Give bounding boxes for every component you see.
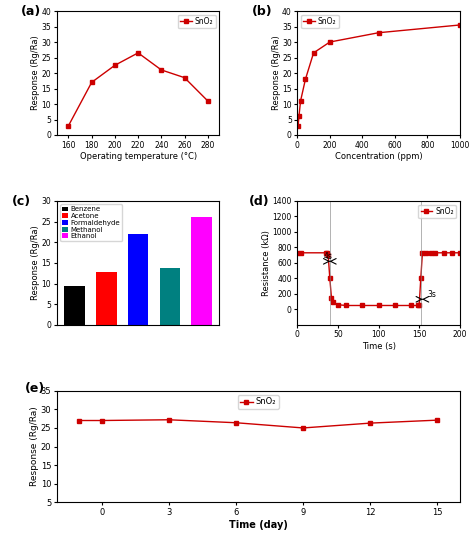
Text: (c): (c) (11, 195, 30, 208)
SnO₂ (299, 250, 304, 256)
Legend: SnO₂: SnO₂ (301, 15, 339, 29)
Legend: SnO₂: SnO₂ (178, 15, 216, 29)
SnO₂ (298, 98, 303, 104)
SnO₂ (296, 113, 302, 120)
SnO₂ (359, 302, 365, 309)
Text: (d): (d) (248, 195, 269, 208)
Line: SnO₂: SnO₂ (77, 418, 439, 430)
Bar (96, 272, 117, 325)
SnO₂ (99, 417, 104, 424)
Text: (e): (e) (25, 382, 45, 395)
Line: SnO₂: SnO₂ (296, 23, 462, 128)
Bar (128, 234, 148, 325)
SnO₂ (343, 302, 349, 309)
Line: SnO₂: SnO₂ (66, 51, 210, 128)
X-axis label: Time (s): Time (s) (362, 342, 395, 351)
SnO₂ (419, 250, 425, 256)
SnO₂ (135, 50, 141, 56)
SnO₂ (457, 250, 463, 256)
SnO₂ (367, 420, 373, 427)
SnO₂ (295, 123, 301, 129)
SnO₂ (457, 22, 463, 28)
SnO₂ (435, 417, 440, 423)
Legend: Benzene, Acetone, Formaldehyde, Methanol, Ethanol: Benzene, Acetone, Formaldehyde, Methanol… (60, 204, 122, 241)
SnO₂ (418, 275, 424, 282)
SnO₂ (327, 275, 333, 282)
SnO₂ (330, 299, 336, 306)
SnO₂ (327, 39, 333, 45)
SnO₂ (182, 75, 187, 81)
SnO₂ (325, 252, 331, 258)
SnO₂ (416, 302, 422, 309)
SnO₂ (89, 79, 94, 86)
SnO₂ (158, 67, 164, 73)
SnO₂ (328, 294, 334, 301)
Y-axis label: Response (Rg/Ra): Response (Rg/Ra) (272, 36, 281, 110)
SnO₂ (428, 250, 434, 256)
SnO₂ (376, 29, 382, 36)
Y-axis label: Response (Rg/Ra): Response (Rg/Ra) (31, 226, 40, 300)
SnO₂ (302, 76, 308, 83)
Y-axis label: Response (Rg/Ra): Response (Rg/Ra) (31, 36, 40, 110)
X-axis label: Concentration (ppm): Concentration (ppm) (335, 152, 422, 161)
SnO₂ (324, 250, 329, 256)
SnO₂ (233, 420, 239, 426)
Bar (160, 268, 180, 325)
SnO₂ (441, 250, 447, 256)
SnO₂ (205, 98, 210, 104)
Text: 3s: 3s (427, 290, 436, 299)
SnO₂ (433, 250, 438, 256)
X-axis label: Time (day): Time (day) (229, 519, 288, 530)
SnO₂ (294, 250, 300, 256)
Text: 4s: 4s (323, 252, 332, 261)
SnO₂ (323, 250, 328, 256)
SnO₂ (376, 302, 382, 309)
X-axis label: Operating temperature (°C): Operating temperature (°C) (80, 152, 197, 161)
Line: SnO₂: SnO₂ (295, 251, 462, 307)
SnO₂ (335, 301, 341, 308)
SnO₂ (112, 62, 118, 68)
SnO₂ (311, 50, 317, 56)
Text: (b): (b) (252, 5, 273, 18)
Text: (a): (a) (21, 5, 41, 18)
SnO₂ (392, 302, 398, 309)
Bar (191, 217, 212, 325)
SnO₂ (408, 302, 414, 309)
SnO₂ (65, 123, 71, 129)
Bar (64, 286, 85, 325)
SnO₂ (300, 424, 306, 431)
SnO₂ (449, 250, 455, 256)
SnO₂ (76, 417, 82, 424)
Legend: SnO₂: SnO₂ (418, 205, 456, 218)
SnO₂ (423, 250, 428, 256)
SnO₂ (415, 302, 420, 309)
Y-axis label: Response (Rg/Ra): Response (Rg/Ra) (30, 407, 39, 486)
Legend: SnO₂: SnO₂ (237, 395, 279, 409)
Y-axis label: Resistance (kΩ): Resistance (kΩ) (262, 230, 271, 296)
SnO₂ (166, 416, 172, 423)
